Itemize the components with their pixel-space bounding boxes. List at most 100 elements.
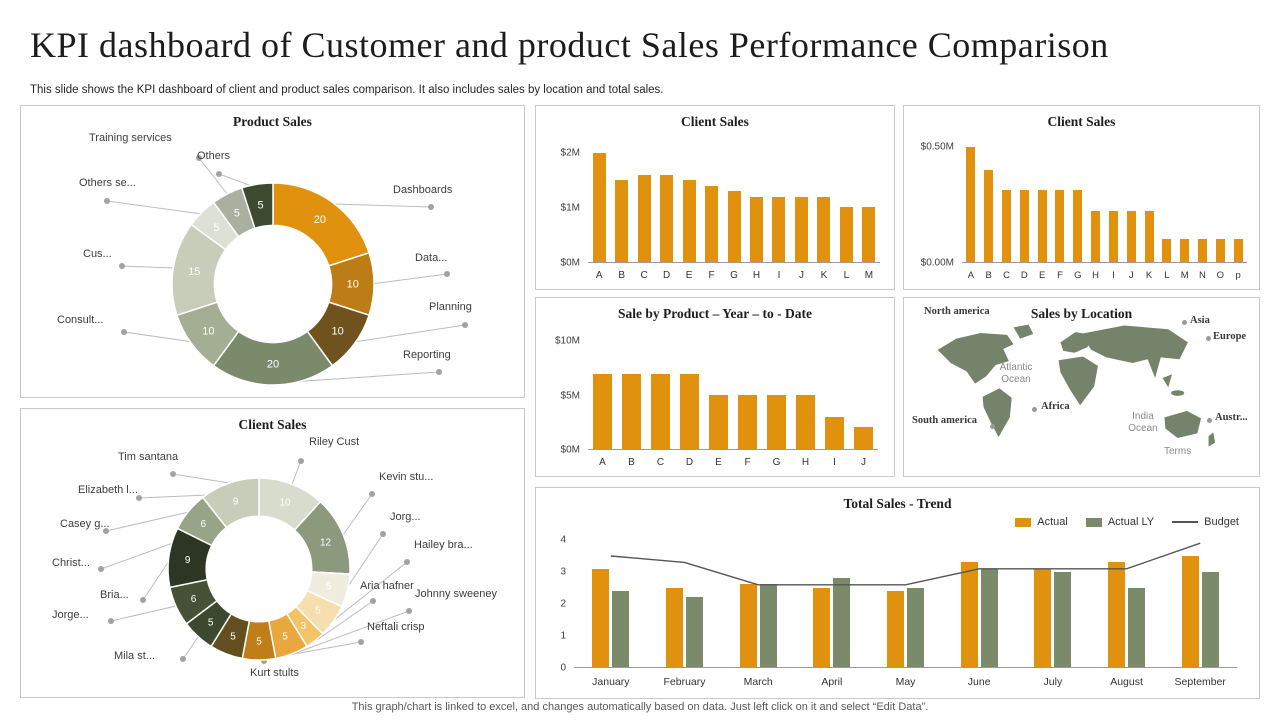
callout-data: Data... bbox=[415, 252, 448, 264]
donut-value-label: 20 bbox=[314, 214, 326, 226]
bar-slot bbox=[588, 142, 610, 262]
bar bbox=[854, 427, 873, 449]
bar-slot bbox=[1105, 142, 1123, 262]
product-sales-donut: 20 10 10 20 10 15 5 5 5 bbox=[168, 179, 378, 389]
world-map bbox=[937, 324, 1216, 447]
y-tick-label: $2M bbox=[560, 147, 580, 159]
callout-bria: Bria... bbox=[100, 589, 129, 601]
callout-cus: Cus... bbox=[83, 248, 112, 260]
donut-value-label: 5 bbox=[256, 636, 262, 647]
callout-mila-st: Mila st... bbox=[114, 650, 155, 662]
x-tick-label: F bbox=[708, 270, 715, 281]
panel-title: Sales by Location bbox=[1030, 306, 1133, 321]
x-tick-label: D bbox=[663, 270, 671, 281]
page-subtitle: This slide shows the KPI dashboard of cl… bbox=[30, 84, 664, 96]
donut-value-label: 10 bbox=[347, 279, 359, 291]
bar-slot bbox=[795, 540, 869, 667]
donut-value-label: 10 bbox=[279, 498, 291, 509]
bar bbox=[796, 395, 815, 449]
page-title: KPI dashboard of Customer and product Sa… bbox=[30, 25, 1109, 65]
bar-actual bbox=[739, 584, 757, 667]
bar-slot bbox=[1163, 540, 1237, 667]
bar bbox=[817, 196, 831, 262]
bar-slot bbox=[610, 142, 632, 262]
bar bbox=[615, 180, 629, 262]
bar-slot bbox=[942, 540, 1016, 667]
x-tick-label: M bbox=[1180, 270, 1189, 281]
bar bbox=[1055, 190, 1065, 262]
bar-slot bbox=[1229, 142, 1247, 262]
x-tick-label: G bbox=[772, 457, 781, 468]
x-tick-label: L bbox=[843, 270, 850, 281]
callout-others-se: Others se... bbox=[79, 177, 136, 189]
bar-actual bbox=[960, 562, 978, 667]
bar-slot bbox=[675, 336, 704, 449]
x-tick-label: March bbox=[743, 676, 773, 688]
y-axis: 0 1 2 3 4 bbox=[544, 535, 572, 674]
legend: Actual Actual LY Budget bbox=[997, 516, 1239, 528]
x-tick-label: A bbox=[967, 270, 975, 281]
donut-value-label: 5 bbox=[214, 222, 220, 234]
bar-slot bbox=[617, 336, 646, 449]
map-label-north-america: North america bbox=[924, 306, 990, 317]
bar-slot bbox=[1069, 142, 1087, 262]
bar bbox=[1108, 211, 1118, 262]
plot-area bbox=[588, 142, 880, 263]
x-tick-label: G bbox=[1074, 270, 1082, 281]
client-sales-bar-panel[interactable]: Client Sales $0M $1M $2M A B C D E F G H I J K L M bbox=[535, 105, 895, 290]
x-tick-label: C bbox=[1003, 270, 1010, 281]
y-tick-label: 1 bbox=[560, 630, 566, 642]
callout-kevin-stu: Kevin stu... bbox=[379, 471, 434, 483]
bar-slot bbox=[980, 142, 998, 262]
callout-neftali-crisp: Neftali crisp bbox=[367, 621, 425, 633]
callout-training-services: Training services bbox=[89, 132, 172, 144]
bar bbox=[750, 196, 764, 262]
bar bbox=[1019, 190, 1029, 262]
donut-value-label: 15 bbox=[188, 266, 200, 278]
x-tick-label: July bbox=[1043, 676, 1063, 688]
plot-area bbox=[588, 336, 878, 450]
callout-aria-hafner: Aria hafner bbox=[360, 580, 414, 592]
callout-consult: Consult... bbox=[57, 314, 104, 326]
x-tick-label: C bbox=[656, 457, 665, 468]
bar-slot bbox=[790, 142, 812, 262]
y-tick-label: $5M bbox=[560, 390, 580, 402]
bar-actual bbox=[1181, 555, 1199, 667]
bar-actual-ly bbox=[1201, 571, 1219, 667]
x-tick-label: E bbox=[685, 270, 693, 281]
bar-slot bbox=[998, 142, 1016, 262]
bar-slot bbox=[858, 142, 880, 262]
bar-slot bbox=[1140, 142, 1158, 262]
bar-slot bbox=[700, 142, 722, 262]
bar-actual-ly bbox=[759, 584, 777, 667]
total-sales-trend-panel[interactable]: Total Sales - Trend Actual Actual LY Bud… bbox=[535, 487, 1260, 699]
bar-slot bbox=[1158, 142, 1176, 262]
callout-jorg: Jorg... bbox=[390, 511, 421, 523]
legend-line-budget bbox=[1172, 521, 1199, 523]
bar bbox=[1091, 211, 1101, 262]
sale-by-product-panel[interactable]: Sale by Product – Year – to - Date $0M $5… bbox=[535, 297, 895, 477]
bar-slot bbox=[723, 142, 745, 262]
bar-slot bbox=[655, 142, 677, 262]
map-dot-africa bbox=[1032, 407, 1037, 412]
x-tick-label: April bbox=[821, 676, 843, 688]
donut-value-label: 5 bbox=[282, 632, 288, 643]
bar bbox=[839, 207, 853, 262]
donut-value-label: 6 bbox=[191, 594, 197, 605]
x-tick-label: K bbox=[820, 270, 828, 281]
bar-actual bbox=[592, 568, 610, 667]
sales-by-location-panel[interactable]: Sales by Location North america Asia Eur… bbox=[903, 297, 1260, 477]
bar-slot bbox=[768, 142, 790, 262]
client-sales-donut-panel[interactable]: Client Sales 10 12 5 5 3 5 5 5 5 6 9 6 9 Tim santana… bbox=[20, 408, 525, 698]
legend-item-actual: Actual bbox=[1015, 516, 1068, 528]
bar-actual-ly bbox=[1128, 587, 1146, 667]
x-tick-label: A bbox=[599, 457, 606, 468]
y-tick-label: $0M bbox=[560, 444, 580, 456]
callout-planning: Planning bbox=[429, 301, 472, 313]
x-tick-label: H bbox=[801, 457, 810, 468]
x-tick-label: C bbox=[640, 270, 648, 281]
product-sales-donut-panel[interactable]: Product Sales 20 10 10 20 10 15 5 5 5 Training s… bbox=[20, 105, 525, 398]
map-dot-south-america bbox=[990, 424, 995, 429]
